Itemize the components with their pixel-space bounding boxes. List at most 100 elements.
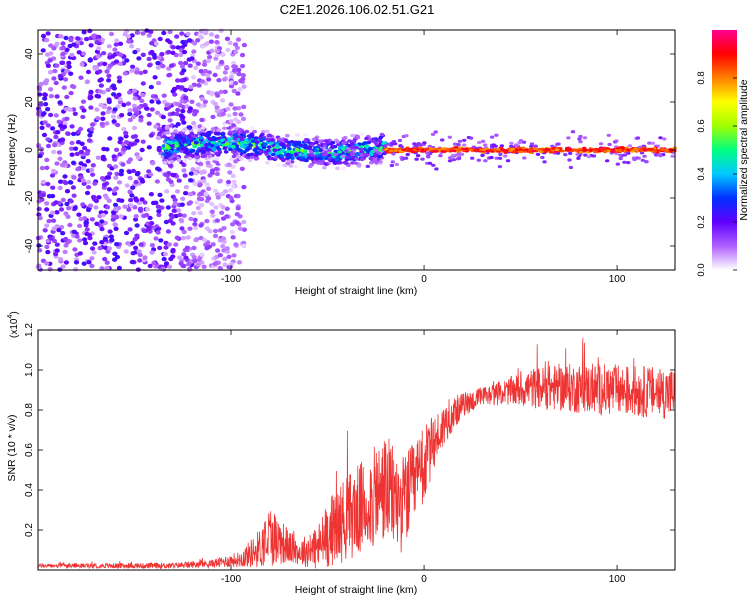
spectrogram-cell [568,165,574,170]
spectrogram-cell [78,216,84,222]
spectrogram-cell [163,261,170,266]
spectrogram-cell [100,111,106,116]
snr-x-ticks: -100 0 100 [221,330,626,585]
spectrogram-cell [45,123,51,128]
spectrogram-cell [113,226,119,231]
spectrogram-cell [370,164,376,168]
spectrogram-cell [169,63,175,68]
spectrogram-cell [139,147,145,153]
spectrogram-cell [149,250,155,255]
spectrogram-cell [89,126,95,132]
spectrogram-cell [234,45,240,51]
spectrogram-cell [90,172,96,177]
spectrogram-cell [191,255,197,260]
spectrogram-cell [148,84,154,90]
spectrogram-cell [80,51,86,56]
spectrogram-cell [114,147,120,152]
spectrogram-cell [45,181,51,187]
spectrogram-cell [335,155,341,159]
spectrogram-cell [202,154,208,158]
spectrogram-cell [293,165,298,169]
spectrogram-cell [527,149,533,152]
spectrogram-cell [548,150,554,154]
spectrogram-cell [642,154,647,158]
spectrogram-cell [197,210,203,216]
spectrogram-cell [213,56,219,61]
spectrogram-cell [318,156,323,160]
spectrogram-cell [489,135,495,139]
spectrogram-cell [378,160,383,164]
spectrogram-cell [47,58,53,63]
spectrogram-cell [170,45,176,50]
spectrogram-cell [183,185,189,190]
spectrogram-cell [85,69,92,75]
spectrogram-cell [149,99,155,104]
spectrogram-cell [233,159,239,164]
spectrogram-cell [185,235,191,240]
spectrogram-cell [455,157,461,161]
spectrogram-cell [462,143,467,147]
spectrogram-cell [420,157,425,161]
spectrogram-cell [192,222,198,227]
spectrogram-cell [491,143,496,147]
spectrogram-cell [180,147,186,151]
spectrogram-cell [209,48,215,53]
spectrogram-cell [64,94,70,100]
spectrogram-cell [250,139,256,143]
spectrogram-cell [644,160,649,164]
spectrogram-cell [237,226,243,231]
spectrogram-cell [179,143,185,148]
spectrogram-cell [232,133,238,137]
spectrogram-cell [93,198,99,204]
spectrogram-cell [91,33,97,39]
spectrogram-cell [187,226,193,231]
spectrogram-cell [144,207,151,212]
spectrogram-cell [67,180,73,185]
spectrogram-cell [97,245,103,251]
spectrogram-cell [138,70,144,76]
spectrogram-cell [418,143,423,147]
spectrogram-cell [247,158,253,163]
spectrogram-cell [518,150,523,154]
spectrogram-cell [176,178,182,183]
spectrogram-cell [468,136,474,140]
spectrogram-cell [235,193,241,199]
spectrogram-cell [647,147,652,151]
spectrogram-cell [436,147,442,150]
spectrogram-cell [122,32,128,37]
spectrogram-cell [199,117,205,123]
spectrogram-cell [229,157,234,162]
spectrogram-cell [333,149,339,154]
spectrogram-cell [154,110,161,116]
spectrogram-cell [106,78,112,83]
spectrogram-cell [372,160,377,164]
spectrogram-cell [286,159,292,164]
spectrogram-cell [355,135,361,140]
spectrogram-cell [228,261,234,267]
spectrogram-cell [563,153,568,157]
spectrogram-cell [105,109,111,115]
spectrogram-cell [140,139,146,144]
spectrogram-cell [94,40,100,45]
spectrogram-cell [159,128,166,133]
spectrogram-cell [69,84,76,89]
spectrogram-cell [236,260,243,265]
spectrogram-cell [72,205,78,211]
spectrogram-cell [228,195,234,201]
spectrogram-cell [241,227,247,232]
spectrogram-cell [126,207,132,212]
spectrogram-cell [123,134,129,139]
spectrogram-cell [226,137,232,141]
spectrogram-cell [457,148,462,152]
spectrogram-cell [373,141,379,145]
spectrogram-cell [158,238,164,243]
spectrogram-cell [162,160,168,165]
spectrogram-cell [110,114,116,119]
spectrogram-cell [303,132,308,137]
spectrogram-cell [199,202,205,208]
spectrogram-cell [167,72,173,78]
figure-title: C2E1.2026.106.02.51.G21 [280,2,435,17]
spectrogram-cell [62,174,68,179]
spectrogram-cell [207,173,213,178]
spectrogram-cell [74,234,80,239]
